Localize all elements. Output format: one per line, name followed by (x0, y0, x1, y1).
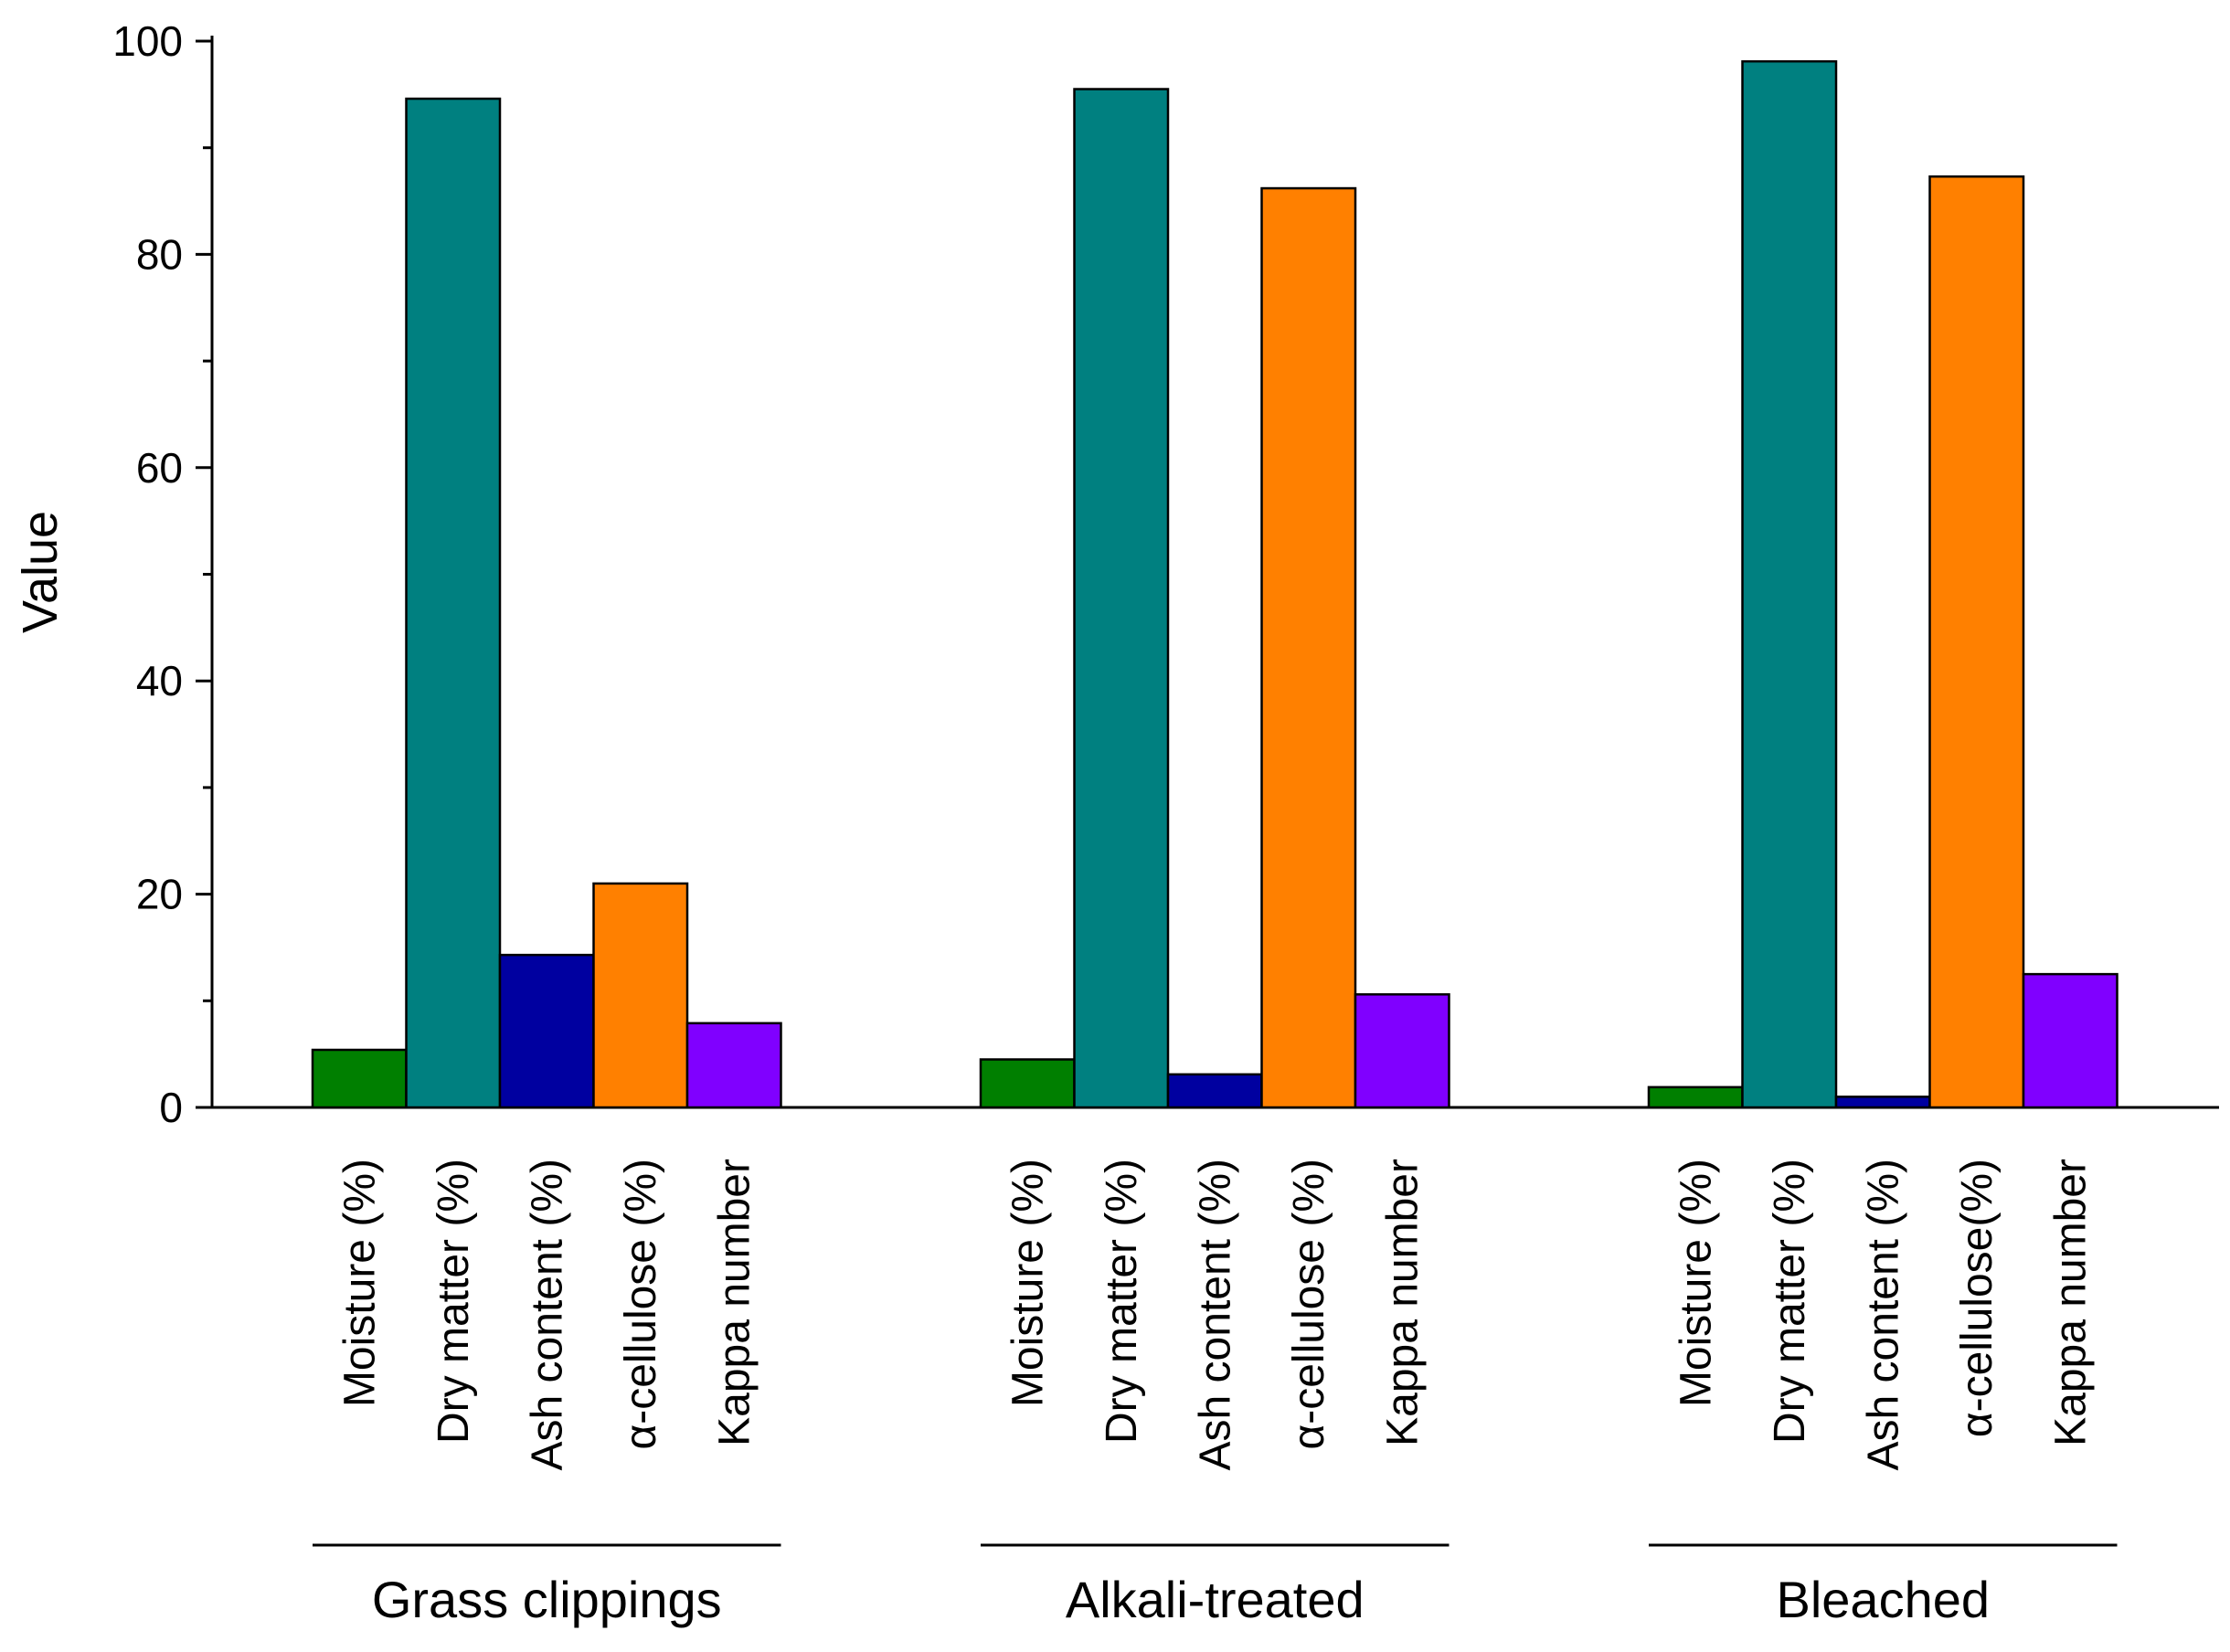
category-label: Moisture (%) (335, 1159, 384, 1407)
bar-2-4 (2022, 972, 2118, 1109)
category-label: Moisture (%) (1004, 1159, 1052, 1407)
bar-0-4 (685, 1022, 782, 1109)
y-tick-label: 100 (112, 17, 183, 65)
labels: Moisture (%) Dry matter (%) Ash content (%… (313, 1159, 2118, 1628)
category-label: Dry matter (%) (1098, 1159, 1146, 1444)
category-label: Ash content (%) (1191, 1159, 1239, 1470)
category-label: Dry matter (%) (1766, 1159, 1814, 1444)
category-label: α-cellulose (%) (617, 1159, 665, 1450)
bar-2-3 (1928, 175, 2025, 1109)
bar-1-4 (1354, 993, 1450, 1109)
bar-0-1 (405, 97, 502, 1109)
category-label: α-cellulose(%) (1953, 1159, 2002, 1437)
category-label: Dry matter (%) (430, 1159, 478, 1444)
category-label: Moisture (%) (1672, 1159, 1720, 1407)
bar-0-2 (498, 953, 595, 1109)
bar-0-0 (311, 1048, 408, 1109)
bar-1-3 (1260, 186, 1357, 1109)
bar-2-2 (1834, 1096, 1931, 1109)
bars (311, 59, 2118, 1109)
y-tick-label: 80 (136, 230, 183, 278)
bar-2-1 (1741, 59, 1838, 1109)
y-tick-label: 40 (136, 657, 183, 704)
bar-2-0 (1647, 1085, 1744, 1109)
group-label: Alkali-treated (1066, 1571, 1365, 1628)
bar-1-0 (979, 1058, 1076, 1109)
category-label: α-cellulose (%) (1285, 1159, 1333, 1450)
category-label: Ash content (%) (523, 1159, 571, 1470)
bar-0-3 (592, 882, 689, 1109)
y-tick-label: 60 (136, 444, 183, 492)
bar-1-2 (1166, 1073, 1263, 1109)
y-axis-title: Value (13, 511, 68, 633)
y-tick-label: 20 (136, 871, 183, 918)
group-label: Bleached (1776, 1571, 1990, 1628)
category-label: Kappa number (2046, 1159, 2095, 1446)
category-label: Kappa number (1378, 1159, 1427, 1446)
bar-1-1 (1073, 88, 1170, 1109)
group-label: Grass clippings (372, 1571, 722, 1628)
category-label: Kappa number (710, 1159, 759, 1446)
category-label: Ash content (%) (1859, 1159, 1907, 1470)
y-tick-label: 0 (159, 1084, 183, 1131)
